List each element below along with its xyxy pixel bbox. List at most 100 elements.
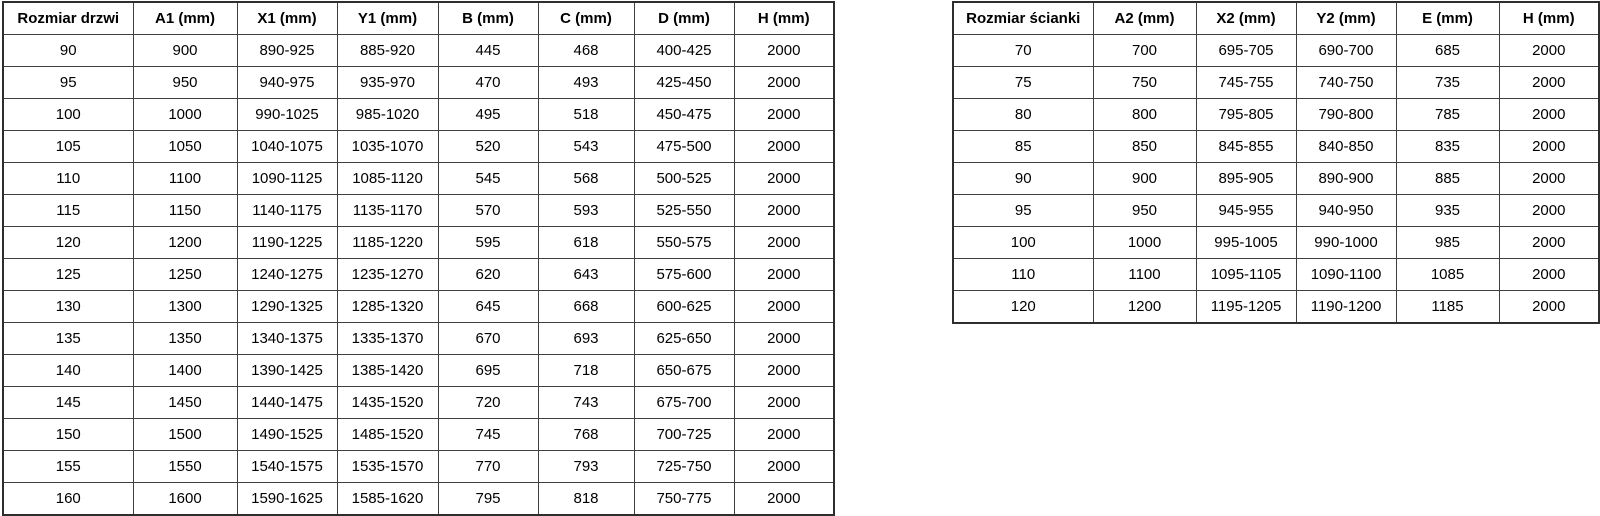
table-row: 120 1200 1190-1225 1185-1220 595 618 550-575 20… bbox=[2, 226, 835, 259]
table-cell: 950 bbox=[1092, 194, 1197, 227]
table-cell: 985 bbox=[1395, 226, 1500, 259]
table-cell: 1290-1325 bbox=[236, 290, 338, 323]
table-cell: 950 bbox=[132, 66, 238, 99]
table-cell: 1200 bbox=[132, 226, 238, 259]
table-row: 150 1500 1490-1525 1485-1520 745 768 700-725 20… bbox=[2, 418, 835, 451]
table-cell: 650-675 bbox=[633, 354, 735, 387]
table-cell: 500-525 bbox=[633, 162, 735, 195]
table-cell: 2000 bbox=[1498, 226, 1600, 259]
table-cell: 1185 bbox=[1395, 290, 1500, 324]
table-cell: 793 bbox=[537, 450, 635, 483]
table-cell: 110 bbox=[952, 258, 1094, 291]
table-cell: 668 bbox=[537, 290, 635, 323]
table-row: 75 750 745-755 740-750 735 2000 bbox=[952, 66, 1600, 99]
door-table-header-row: Rozmiar drzwi A1 (mm) X1 (mm) Y1 (mm) B (mm)… bbox=[2, 1, 835, 35]
table-row: 135 1350 1340-1375 1335-1370 670 693 625-650 20… bbox=[2, 322, 835, 355]
table-cell: 1100 bbox=[132, 162, 238, 195]
table-cell: 625-650 bbox=[633, 322, 735, 355]
table-cell: 2000 bbox=[733, 322, 835, 355]
table-cell: 518 bbox=[537, 98, 635, 131]
table-cell: 1485-1520 bbox=[336, 418, 439, 451]
table-cell: 1235-1270 bbox=[336, 258, 439, 291]
table-cell: 2000 bbox=[1498, 98, 1600, 131]
table-row: 120 1200 1195-1205 1190-1200 1185 2000 bbox=[952, 290, 1600, 324]
table-cell: 745 bbox=[437, 418, 539, 451]
table-cell: 493 bbox=[537, 66, 635, 99]
table-cell: 1035-1070 bbox=[336, 130, 439, 163]
table-cell: 735 bbox=[1395, 66, 1500, 99]
table-cell: 575-600 bbox=[633, 258, 735, 291]
table-cell: 2000 bbox=[733, 130, 835, 163]
column-header: Y1 (mm) bbox=[336, 1, 439, 35]
table-cell: 768 bbox=[537, 418, 635, 451]
table-cell: 145 bbox=[2, 386, 134, 419]
table-cell: 105 bbox=[2, 130, 134, 163]
column-header: Rozmiar drzwi bbox=[2, 1, 134, 35]
table-cell: 1285-1320 bbox=[336, 290, 439, 323]
table-cell: 845-855 bbox=[1195, 130, 1297, 163]
table-row: 110 1100 1095-1105 1090-1100 1085 2000 bbox=[952, 258, 1600, 291]
column-header: H (mm) bbox=[1498, 1, 1600, 35]
column-header: A1 (mm) bbox=[132, 1, 238, 35]
table-cell: 425-450 bbox=[633, 66, 735, 99]
table-cell: 885 bbox=[1395, 162, 1500, 195]
table-cell: 743 bbox=[537, 386, 635, 419]
table-cell: 95 bbox=[2, 66, 134, 99]
table-cell: 770 bbox=[437, 450, 539, 483]
table-cell: 1450 bbox=[132, 386, 238, 419]
table-cell: 785 bbox=[1395, 98, 1500, 131]
table-cell: 1090-1100 bbox=[1295, 258, 1397, 291]
table-cell: 2000 bbox=[733, 66, 835, 99]
table-row: 110 1100 1090-1125 1085-1120 545 568 500-525 20… bbox=[2, 162, 835, 195]
column-header: B (mm) bbox=[437, 1, 539, 35]
table-cell: 543 bbox=[537, 130, 635, 163]
table-cell: 700-725 bbox=[633, 418, 735, 451]
door-table-body: 90 900 890-925 885-920 445 468 400-425 2000 95 95… bbox=[2, 34, 835, 516]
table-cell: 940-950 bbox=[1295, 194, 1397, 227]
column-header: C (mm) bbox=[537, 1, 635, 35]
table-cell: 1335-1370 bbox=[336, 322, 439, 355]
table-cell: 120 bbox=[2, 226, 134, 259]
table-cell: 1585-1620 bbox=[336, 482, 439, 516]
table-cell: 1385-1420 bbox=[336, 354, 439, 387]
table-cell: 1300 bbox=[132, 290, 238, 323]
table-cell: 670 bbox=[437, 322, 539, 355]
table-row: 80 800 795-805 790-800 785 2000 bbox=[952, 98, 1600, 131]
table-cell: 2000 bbox=[1498, 258, 1600, 291]
table-cell: 900 bbox=[132, 34, 238, 67]
table-cell: 2000 bbox=[733, 258, 835, 291]
table-cell: 2000 bbox=[733, 226, 835, 259]
table-cell: 935 bbox=[1395, 194, 1500, 227]
table-cell: 2000 bbox=[733, 194, 835, 227]
table-cell: 1040-1075 bbox=[236, 130, 338, 163]
column-header: H (mm) bbox=[733, 1, 835, 35]
table-cell: 120 bbox=[952, 290, 1094, 324]
table-cell: 750-775 bbox=[633, 482, 735, 516]
table-row: 115 1150 1140-1175 1135-1170 570 593 525-550 20… bbox=[2, 194, 835, 227]
table-cell: 1190-1225 bbox=[236, 226, 338, 259]
table-cell: 545 bbox=[437, 162, 539, 195]
table-cell: 155 bbox=[2, 450, 134, 483]
column-header: E (mm) bbox=[1395, 1, 1500, 35]
table-cell: 1440-1475 bbox=[236, 386, 338, 419]
table-cell: 685 bbox=[1395, 34, 1500, 67]
table-cell: 675-700 bbox=[633, 386, 735, 419]
table-cell: 2000 bbox=[733, 450, 835, 483]
table-cell: 1500 bbox=[132, 418, 238, 451]
table-cell: 645 bbox=[437, 290, 539, 323]
table-cell: 2000 bbox=[1498, 66, 1600, 99]
table-cell: 525-550 bbox=[633, 194, 735, 227]
table-cell: 160 bbox=[2, 482, 134, 516]
table-cell: 595 bbox=[437, 226, 539, 259]
table-cell: 900 bbox=[1092, 162, 1197, 195]
table-cell: 2000 bbox=[733, 290, 835, 323]
table-cell: 1350 bbox=[132, 322, 238, 355]
table-cell: 1540-1575 bbox=[236, 450, 338, 483]
table-cell: 790-800 bbox=[1295, 98, 1397, 131]
table-cell: 1240-1275 bbox=[236, 258, 338, 291]
table-row: 70 700 695-705 690-700 685 2000 bbox=[952, 34, 1600, 67]
table-cell: 840-850 bbox=[1295, 130, 1397, 163]
table-cell: 110 bbox=[2, 162, 134, 195]
table-cell: 2000 bbox=[733, 162, 835, 195]
table-cell: 115 bbox=[2, 194, 134, 227]
